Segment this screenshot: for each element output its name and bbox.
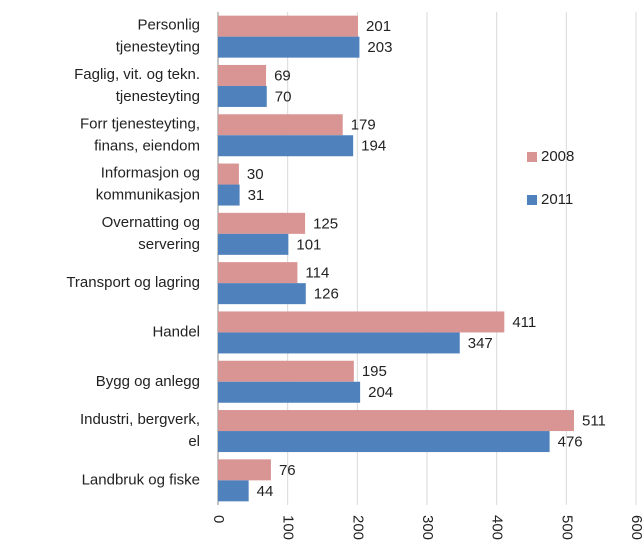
legend-label: 2011 [541, 191, 573, 208]
y-tick-label: Forr tjenesteyting, finans, eiendom [80, 115, 200, 154]
value-label: 30 [247, 166, 264, 183]
bar [218, 114, 343, 136]
value-label: 411 [512, 314, 536, 331]
bar [218, 184, 240, 206]
bar [218, 381, 361, 403]
value-label: 476 [558, 434, 583, 451]
value-label: 204 [368, 384, 393, 401]
value-label: 511 [582, 413, 606, 430]
value-label: 126 [314, 286, 339, 303]
x-tick-label: 100 [280, 515, 297, 540]
y-tick-label: Informasjon og kommunikasjon [96, 165, 200, 204]
value-label: 203 [367, 39, 392, 56]
bar [218, 163, 239, 185]
bar [218, 262, 298, 284]
value-label: 101 [296, 236, 321, 253]
x-tick-label: 300 [419, 515, 436, 540]
y-tick-label: Faglig, vit. og tekn. tjenesteyting [74, 66, 200, 105]
bar [218, 332, 460, 354]
bar [218, 459, 271, 481]
x-tick-label: 500 [558, 515, 575, 540]
y-tick-label: Handel [152, 323, 200, 340]
bar [218, 360, 354, 382]
y-tick-label: Bygg og anlegg [96, 373, 200, 390]
value-label: 347 [468, 335, 493, 352]
value-label: 195 [362, 363, 387, 380]
y-tick-label: Personlig tjenesteyting [116, 17, 200, 56]
value-label: 44 [257, 483, 274, 500]
value-label: 69 [274, 67, 291, 84]
value-label: 194 [361, 138, 386, 155]
value-label: 201 [366, 18, 391, 35]
value-label: 125 [313, 215, 338, 232]
bar [218, 15, 359, 37]
bar [218, 431, 550, 453]
bar [218, 311, 505, 333]
y-tick-label: Industri, bergverk, el [80, 411, 200, 450]
legend-swatch [527, 195, 537, 205]
value-label: 179 [351, 117, 376, 134]
bar [218, 212, 306, 234]
y-tick-label: Transport og lagring [66, 274, 200, 291]
value-label: 31 [248, 187, 265, 204]
x-tick-label: 0 [210, 515, 227, 523]
value-label: 76 [279, 462, 296, 479]
bar [218, 85, 267, 107]
y-tick-label: Overnatting og servering [102, 214, 200, 253]
x-tick-label: 200 [349, 515, 366, 540]
legend-swatch [527, 152, 537, 162]
bar [218, 233, 289, 255]
bar [218, 135, 354, 157]
bar [218, 480, 249, 502]
y-tick-label: Landbruk og fiske [82, 471, 200, 488]
bar [218, 36, 360, 58]
bar [218, 410, 574, 432]
x-tick-label: 600 [628, 515, 644, 540]
legend-label: 2008 [541, 148, 574, 165]
value-label: 70 [275, 88, 292, 105]
bar [218, 64, 267, 86]
value-label: 114 [305, 265, 329, 282]
bar [218, 283, 306, 305]
x-tick-label: 400 [489, 515, 506, 540]
